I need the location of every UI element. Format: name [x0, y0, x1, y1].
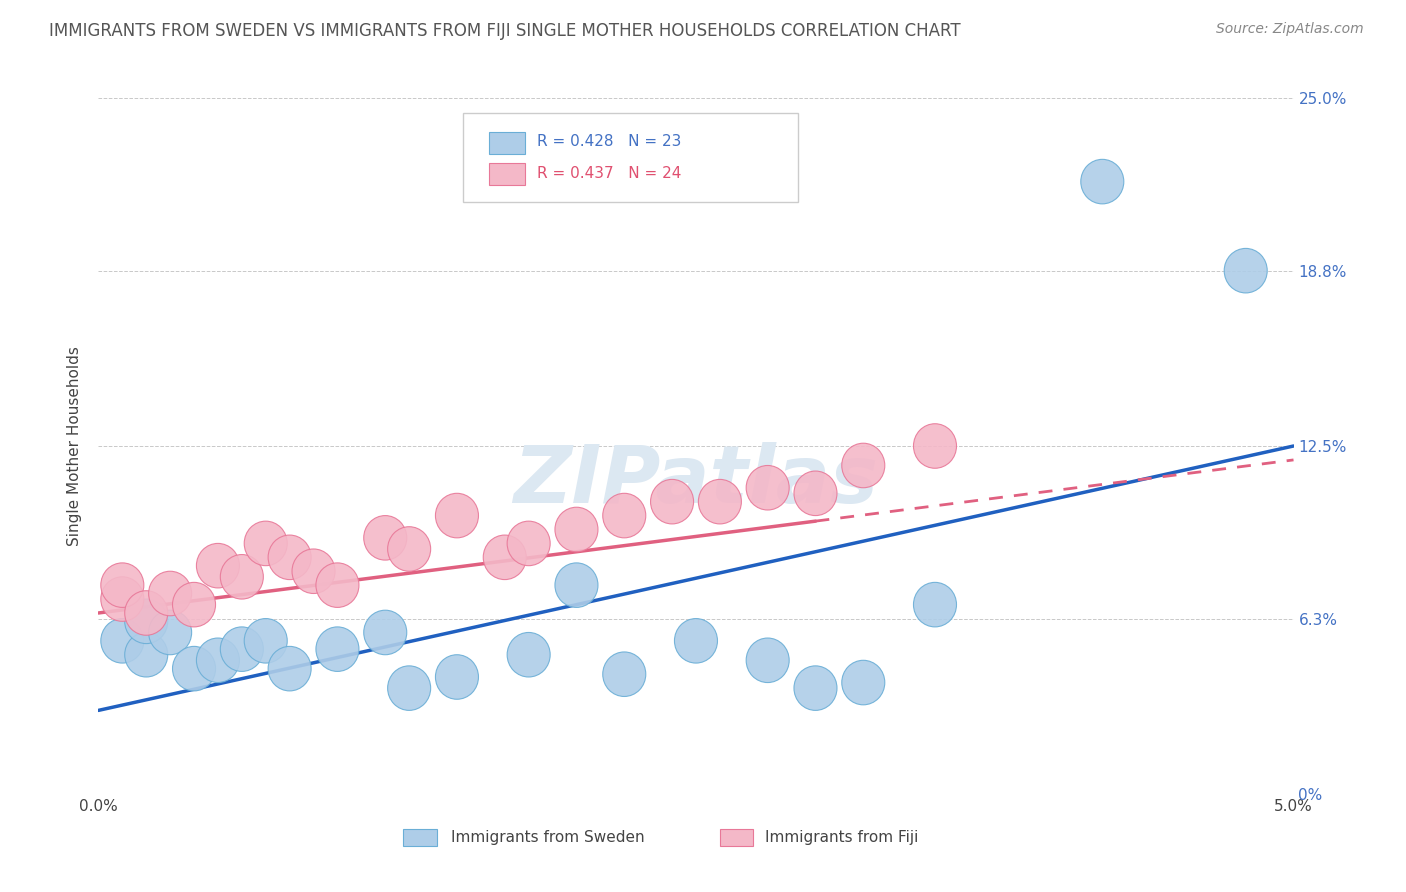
Ellipse shape — [245, 618, 287, 663]
Text: ZIPatlas: ZIPatlas — [513, 442, 879, 520]
Text: Source: ZipAtlas.com: Source: ZipAtlas.com — [1216, 22, 1364, 37]
Ellipse shape — [914, 582, 956, 627]
Ellipse shape — [316, 627, 359, 672]
Ellipse shape — [842, 660, 884, 705]
Ellipse shape — [125, 599, 167, 644]
Ellipse shape — [603, 493, 645, 538]
Ellipse shape — [436, 493, 478, 538]
Bar — [404, 829, 437, 846]
Ellipse shape — [173, 582, 215, 627]
Ellipse shape — [173, 647, 215, 691]
Ellipse shape — [555, 563, 598, 607]
Ellipse shape — [603, 652, 645, 697]
Ellipse shape — [508, 632, 550, 677]
Ellipse shape — [1225, 248, 1267, 293]
Text: R = 0.428   N = 23: R = 0.428 N = 23 — [537, 135, 682, 150]
Ellipse shape — [842, 443, 884, 488]
Ellipse shape — [292, 549, 335, 593]
Text: IMMIGRANTS FROM SWEDEN VS IMMIGRANTS FROM FIJI SINGLE MOTHER HOUSEHOLDS CORRELAT: IMMIGRANTS FROM SWEDEN VS IMMIGRANTS FRO… — [49, 22, 960, 40]
Ellipse shape — [508, 521, 550, 566]
Ellipse shape — [651, 479, 693, 524]
Ellipse shape — [221, 555, 263, 599]
Ellipse shape — [197, 638, 239, 682]
Ellipse shape — [125, 591, 167, 635]
Ellipse shape — [125, 632, 167, 677]
Ellipse shape — [149, 610, 191, 655]
Ellipse shape — [269, 535, 311, 580]
Ellipse shape — [388, 526, 430, 571]
Bar — [720, 829, 754, 846]
Y-axis label: Single Mother Households: Single Mother Households — [67, 346, 83, 546]
Ellipse shape — [794, 471, 837, 516]
Ellipse shape — [364, 516, 406, 560]
Ellipse shape — [101, 618, 143, 663]
Ellipse shape — [316, 563, 359, 607]
Ellipse shape — [364, 610, 406, 655]
Bar — [489, 163, 524, 186]
Ellipse shape — [484, 535, 526, 580]
Ellipse shape — [221, 627, 263, 672]
Text: Immigrants from Sweden: Immigrants from Sweden — [451, 830, 644, 846]
Ellipse shape — [794, 665, 837, 710]
Ellipse shape — [436, 655, 478, 699]
Ellipse shape — [245, 521, 287, 566]
Ellipse shape — [388, 665, 430, 710]
Text: R = 0.437   N = 24: R = 0.437 N = 24 — [537, 166, 682, 181]
Ellipse shape — [914, 424, 956, 468]
Ellipse shape — [555, 508, 598, 552]
Ellipse shape — [101, 563, 143, 607]
Ellipse shape — [1081, 160, 1123, 204]
Ellipse shape — [675, 618, 717, 663]
Ellipse shape — [101, 577, 143, 622]
Bar — [489, 131, 524, 153]
Ellipse shape — [747, 466, 789, 510]
Ellipse shape — [197, 543, 239, 588]
Ellipse shape — [269, 647, 311, 691]
FancyBboxPatch shape — [463, 113, 797, 202]
Ellipse shape — [747, 638, 789, 682]
Text: Immigrants from Fiji: Immigrants from Fiji — [765, 830, 918, 846]
Ellipse shape — [149, 571, 191, 615]
Ellipse shape — [699, 479, 741, 524]
